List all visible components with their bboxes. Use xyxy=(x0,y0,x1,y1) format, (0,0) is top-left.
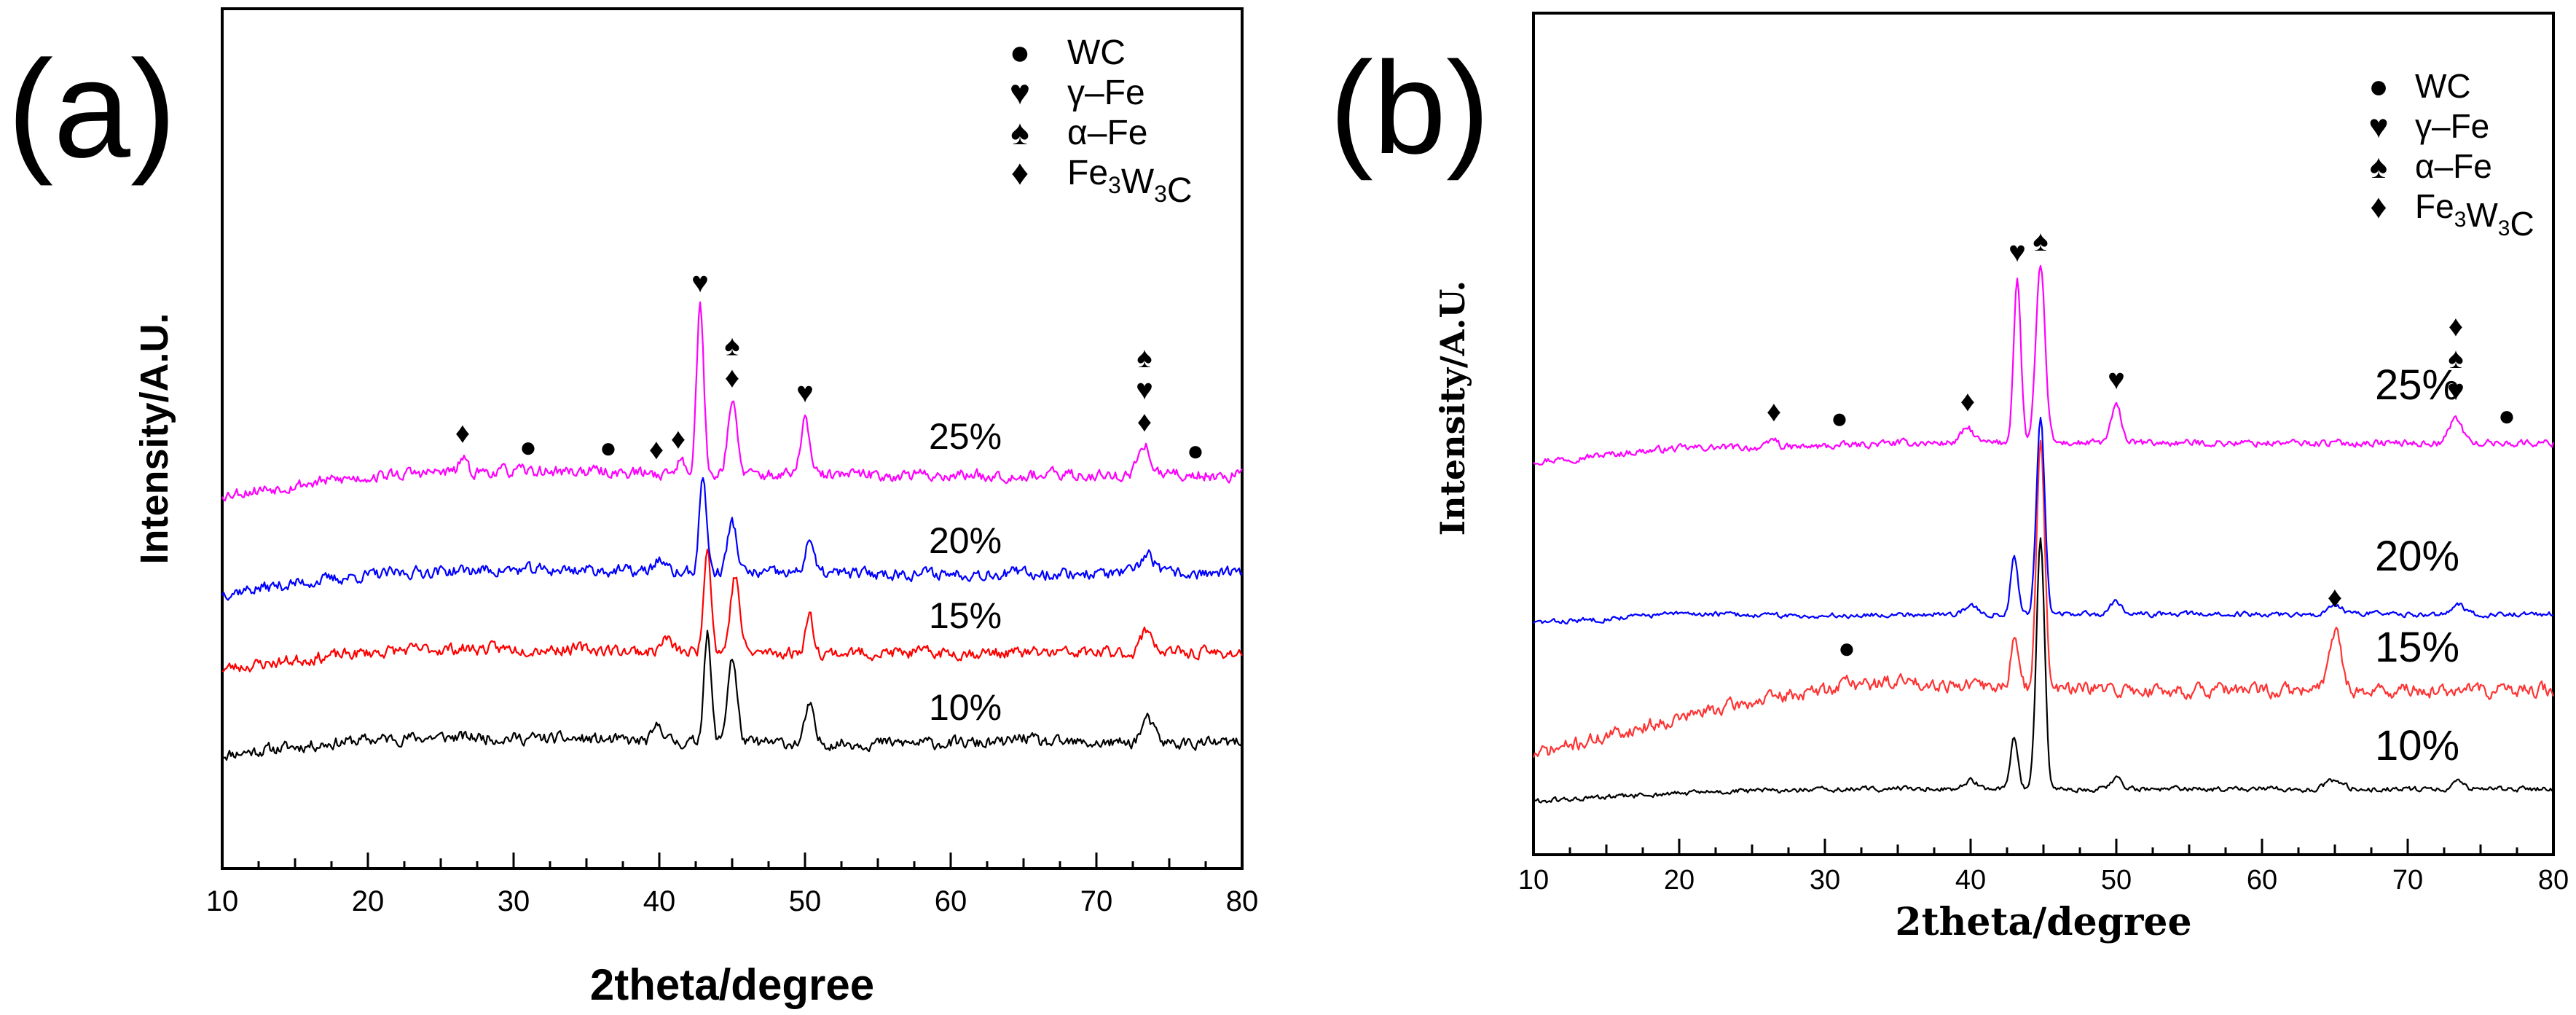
series-label: 20% xyxy=(2375,533,2459,580)
phase-marker: ♥ xyxy=(796,377,814,409)
legend-label: WC xyxy=(2415,67,2471,105)
legend-label: Fe3W3C xyxy=(1067,154,1193,210)
panel-a-series-labels: 10% 15% 20% 25% xyxy=(929,416,1002,728)
series-line-20pct xyxy=(1533,417,2554,624)
phase-marker: ● xyxy=(2498,400,2516,432)
panel-a: (a) 10 20 30 40 50 60 70 80 ♦ ● ● ♦ ♦♥♠♦ ♥♠♥♦● ● WC♥ γ… xyxy=(7,7,1259,1009)
legend-symbol: ♠ xyxy=(1010,114,1029,152)
panel-b-phase-markers: ♦ ●♦♥ ♠♥♦♠♥●●♦ xyxy=(1767,225,2516,665)
legend-label: WC xyxy=(1067,34,1126,72)
phase-marker: ♦ xyxy=(1137,406,1152,438)
series-line-20pct xyxy=(221,477,1243,601)
phase-marker: ♥ xyxy=(691,267,709,299)
phase-marker: ♦ xyxy=(2449,310,2463,342)
panel-b-label: (b) xyxy=(1330,35,1490,181)
x-tick-label: 70 xyxy=(1080,885,1113,917)
phase-marker: ♦ xyxy=(2328,581,2342,614)
phase-marker: ♦ xyxy=(1767,396,1781,428)
phase-marker: ♦ xyxy=(671,423,686,455)
x-tick-label: 50 xyxy=(2101,865,2132,896)
series-label: 25% xyxy=(929,416,1002,457)
panel-b: (b) 10 20 30 40 50 60 70 80 ♦ ●♦♥ ♠♥♦♠♥●●♦ ● WC♥ γ–… xyxy=(1330,12,2569,944)
x-tick-label: 60 xyxy=(2247,865,2277,896)
panel-b-series-labels: 10% 15% 20% 25% xyxy=(2375,361,2459,769)
panel-a-phase-markers: ♦ ● ● ♦ ♦♥♠♦ ♥♠♥♦● xyxy=(455,267,1204,467)
legend-label: γ–Fe xyxy=(1067,74,1145,112)
phase-marker: ● xyxy=(600,432,617,464)
panel-b-x-axis-label: 2theta/degree xyxy=(1895,900,2191,944)
phase-marker: ♥ xyxy=(1136,374,1153,406)
phase-marker: ♥ xyxy=(2447,375,2465,407)
x-tick-label: 60 xyxy=(935,885,967,917)
legend-label: Fe3W3C xyxy=(2415,187,2534,243)
x-tick-label: 50 xyxy=(789,885,822,917)
panel-b-y-axis-label: Intensity/A.U. xyxy=(1433,281,1472,536)
series-line-15pct xyxy=(1532,439,2555,758)
phase-marker: ♦ xyxy=(725,362,739,394)
phase-marker: ♥ xyxy=(2008,236,2026,268)
series-label: 10% xyxy=(2375,722,2459,769)
phase-marker: ● xyxy=(1838,632,1856,665)
legend-symbol: ● xyxy=(1010,34,1031,72)
x-tick-label: 20 xyxy=(1664,865,1695,896)
phase-marker: ♠ xyxy=(2448,342,2463,375)
phase-marker: ♦ xyxy=(455,418,470,450)
legend-symbol: ♦ xyxy=(1011,154,1029,192)
phase-marker: ♥ xyxy=(2108,364,2125,396)
legend-symbol: ♠ xyxy=(2370,147,2387,185)
panel-a-legend: ● WC ♥ γ–Fe ♠ α–Fe ♦ Fe3W3C xyxy=(1010,34,1193,210)
phase-marker: ♠ xyxy=(724,330,739,362)
legend-label: γ–Fe xyxy=(2415,107,2489,145)
series-line-25pct xyxy=(221,301,1243,502)
x-tick-label: 80 xyxy=(1226,885,1259,917)
legend-symbol: ● xyxy=(2368,67,2389,105)
phase-marker: ♠ xyxy=(2033,225,2048,257)
panel-b-series xyxy=(1532,264,2555,804)
phase-marker: ● xyxy=(1187,435,1204,467)
phase-marker: ● xyxy=(519,431,537,463)
panel-a-x-ticks: 10 20 30 40 50 60 70 80 xyxy=(206,853,1259,917)
x-tick-label: 10 xyxy=(1518,865,1549,896)
panel-b-x-ticks: 10 20 30 40 50 60 70 80 xyxy=(1518,839,2569,896)
x-tick-label: 70 xyxy=(2392,865,2423,896)
x-tick-label: 30 xyxy=(1810,865,1840,896)
x-tick-label: 40 xyxy=(643,885,676,917)
panel-a-y-axis-label: Intensity/A.U. xyxy=(133,313,176,564)
legend-symbol: ♥ xyxy=(2368,107,2388,145)
x-tick-label: 30 xyxy=(498,885,530,917)
legend-symbol: ♥ xyxy=(1010,74,1031,112)
x-tick-label: 80 xyxy=(2538,865,2569,896)
panel-a-x-axis-label: 2theta/degree xyxy=(590,960,874,1009)
legend-label: α–Fe xyxy=(2415,147,2492,185)
series-line-15pct xyxy=(221,549,1243,673)
panel-b-legend: ● WC ♥ γ–Fe ♠ α–Fe ♦ Fe3W3C xyxy=(2368,67,2534,243)
series-line-10pct xyxy=(221,630,1244,761)
x-tick-label: 20 xyxy=(352,885,385,917)
series-label: 15% xyxy=(929,595,1002,636)
x-tick-label: 40 xyxy=(1955,865,1986,896)
phase-marker: ♦ xyxy=(649,434,664,466)
x-tick-label: 10 xyxy=(206,885,239,917)
panel-a-label: (a) xyxy=(7,32,176,187)
series-line-10pct xyxy=(1533,537,2554,804)
legend-symbol: ♦ xyxy=(2370,187,2387,225)
series-label: 15% xyxy=(2375,624,2459,671)
phase-marker: ♠ xyxy=(1136,342,1152,374)
series-label: 25% xyxy=(2375,361,2459,409)
phase-marker: ● xyxy=(1831,403,1848,435)
phase-marker: ♦ xyxy=(1960,385,1975,418)
series-label: 10% xyxy=(929,687,1002,728)
legend-label: α–Fe xyxy=(1067,114,1147,152)
series-label: 20% xyxy=(929,520,1002,561)
panel-a-series xyxy=(221,301,1244,761)
series-line-25pct xyxy=(1533,264,2555,466)
